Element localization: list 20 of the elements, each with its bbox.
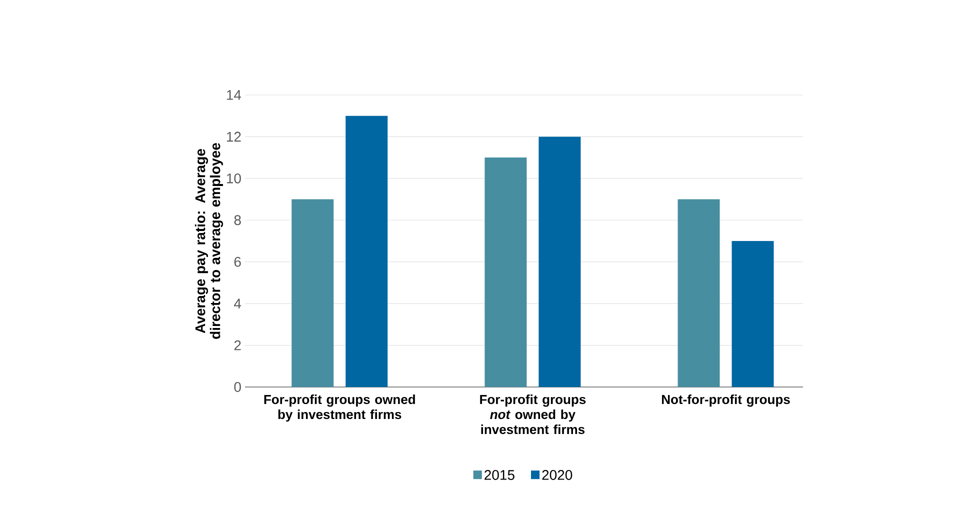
y-tick-label: 12 <box>226 132 241 142</box>
legend-label: 2015 <box>484 470 514 480</box>
x-tick-label: Not-for-profit groups <box>662 394 790 407</box>
bar <box>484 158 527 387</box>
legend-label: 2020 <box>542 470 572 480</box>
y-tick-label: 2 <box>234 340 241 350</box>
y-tick-label: 6 <box>234 256 241 267</box>
bar <box>538 136 581 387</box>
y-tick-label: 14 <box>226 90 242 100</box>
bar <box>292 199 334 387</box>
bar <box>678 199 720 387</box>
y-tick-label: 0 <box>234 382 241 392</box>
bar <box>346 116 388 387</box>
x-tick-label: For-profit groups not owned by investment firms <box>480 394 586 434</box>
x-tick-label: For-profit groups owned by investment firms <box>264 394 415 422</box>
y-tick-label: 10 <box>226 173 241 184</box>
y-axis-title: Average pay ratio: Average director to average employee <box>194 143 224 339</box>
y-tick-label: 4 <box>234 298 242 308</box>
y-tick-label: 8 <box>234 215 241 226</box>
bar <box>732 240 774 387</box>
